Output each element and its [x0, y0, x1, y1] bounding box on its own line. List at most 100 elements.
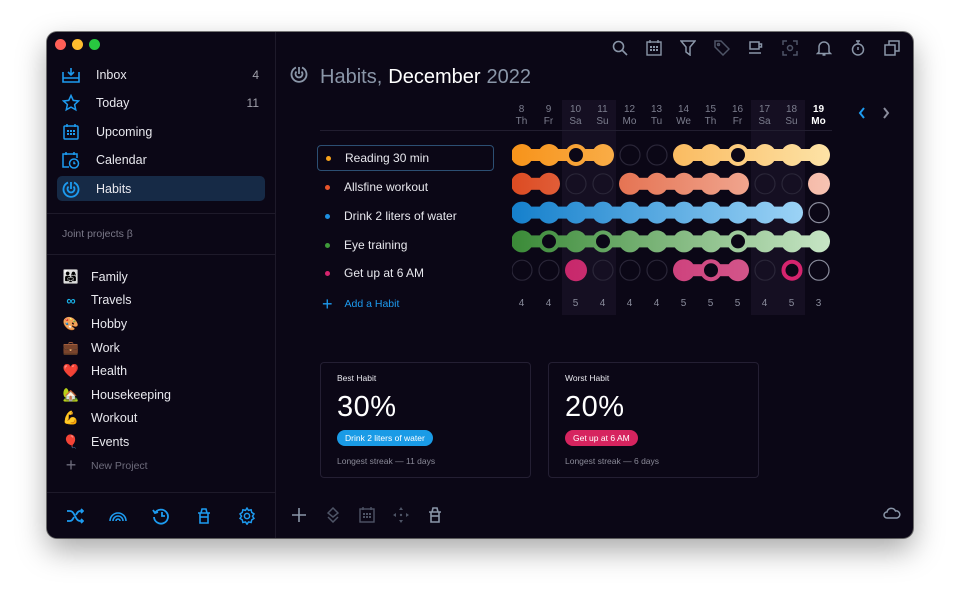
day-number: 18: [785, 104, 798, 115]
sidebar-nav: Inbox 4 Today 11 Upcoming Calen: [57, 62, 265, 205]
habit-row-water[interactable]: Drink 2 liters of water: [317, 203, 494, 229]
day-number: 13: [650, 104, 663, 115]
calendar-icon[interactable]: [356, 504, 378, 526]
project-travels[interactable]: ∞ Travels: [62, 289, 265, 313]
tag-icon[interactable]: [711, 38, 733, 58]
habit-color-dot: [325, 270, 330, 276]
best-habit-pill[interactable]: Drink 2 liters of water: [337, 430, 433, 446]
worst-habit-streak: Longest streak — 6 days: [565, 456, 660, 466]
habit-row-eye-training[interactable]: Eye training: [317, 232, 494, 258]
habit-chain-row[interactable]: [512, 230, 830, 253]
project-work[interactable]: 💼 Work: [62, 336, 265, 360]
day-column-header: 19 Mo: [805, 104, 832, 128]
cloud-icon[interactable]: [883, 506, 901, 524]
title-month[interactable]: December: [388, 65, 481, 88]
day-total: 5: [572, 298, 579, 309]
day-total: 4: [518, 298, 525, 309]
calendar-clock-icon: [62, 151, 80, 170]
filter-icon[interactable]: [677, 38, 699, 58]
habit-row-wake-up[interactable]: Get up at 6 AM: [317, 260, 494, 286]
copy-icon[interactable]: [881, 38, 903, 58]
habit-chain-row[interactable]: [512, 144, 830, 166]
muscle-icon: 💪: [62, 410, 80, 426]
sidebar-item-today[interactable]: Today 11: [57, 91, 265, 116]
sidebar: Inbox 4 Today 11 Upcoming Calen: [47, 32, 276, 538]
stopwatch-icon[interactable]: [847, 38, 869, 58]
project-events[interactable]: 🎈 Events: [62, 430, 265, 454]
project-label: Travels: [91, 293, 132, 308]
project-family[interactable]: 👨‍👩‍👧 Family: [62, 265, 265, 289]
day-number: 15: [704, 104, 717, 115]
project-health[interactable]: ❤️ Health: [62, 359, 265, 383]
sidebar-item-label: Calendar: [96, 153, 147, 168]
project-hobby[interactable]: 🎨 Hobby: [62, 312, 265, 336]
next-week-button[interactable]: [879, 106, 893, 120]
add-habit-label: Add a Habit: [344, 298, 400, 310]
family-icon: 👨‍👩‍👧: [62, 268, 80, 284]
add-habit-button[interactable]: + Add a Habit: [322, 295, 400, 313]
project-housekeeping[interactable]: 🏡 Housekeeping: [62, 383, 265, 407]
day-column-header: 11 Su: [589, 104, 616, 128]
inbox-count: 4: [252, 67, 259, 82]
day-of-week: Tu: [650, 116, 663, 127]
sidebar-item-calendar[interactable]: Calendar: [57, 148, 265, 173]
habit-tracker-grid[interactable]: [512, 144, 842, 294]
divider: [47, 254, 275, 255]
coffee-icon[interactable]: [745, 38, 767, 58]
add-icon[interactable]: [288, 504, 310, 526]
day-of-week: Fr: [732, 116, 743, 127]
close-window-button[interactable]: [55, 39, 66, 50]
sidebar-item-inbox[interactable]: Inbox 4: [57, 62, 265, 87]
day-total: 4: [545, 298, 552, 309]
day-number: 12: [623, 104, 636, 115]
section-label-joint-projects: Joint projects β: [62, 228, 133, 240]
history-icon[interactable]: [150, 505, 172, 527]
habit-row-workout[interactable]: Allsfine workout: [317, 174, 494, 200]
day-number: 8: [518, 104, 525, 115]
bell-icon[interactable]: [813, 38, 835, 58]
day-of-week: Su: [596, 116, 609, 127]
day-number: 16: [731, 104, 744, 115]
day-total: 4: [761, 298, 768, 309]
worst-habit-card: Worst Habit 20% Get up at 6 AM Longest s…: [548, 362, 759, 478]
move-icon[interactable]: [390, 504, 412, 526]
worst-habit-pill[interactable]: Get up at 6 AM: [565, 430, 638, 446]
page-title: Habits, December 2022: [290, 65, 531, 89]
prev-week-button[interactable]: [855, 106, 869, 120]
day-total: 4: [626, 298, 633, 309]
minimize-window-button[interactable]: [72, 39, 83, 50]
settings-icon[interactable]: [236, 505, 258, 527]
best-habit-streak: Longest streak — 11 days: [337, 456, 436, 466]
title-year[interactable]: 2022: [486, 65, 532, 88]
best-habit-card: Best Habit 30% Drink 2 liters of water L…: [320, 362, 531, 478]
day-number: 17: [758, 104, 771, 115]
project-workout[interactable]: 💪 Workout: [62, 407, 265, 431]
calendar-icon[interactable]: [643, 38, 665, 58]
trash-icon[interactable]: [193, 505, 215, 527]
card-label: Worst Habit: [565, 373, 610, 383]
habit-row-reading[interactable]: Reading 30 min: [317, 145, 494, 171]
search-icon[interactable]: [609, 38, 631, 58]
habit-chain-row[interactable]: [512, 201, 830, 224]
rainbow-icon[interactable]: [107, 505, 129, 527]
focus-icon[interactable]: [779, 38, 801, 58]
day-column-header: 13 Tu: [643, 104, 670, 128]
habit-chain-row[interactable]: [512, 172, 830, 195]
trash-icon[interactable]: [424, 504, 446, 526]
card-label: Best Habit: [337, 373, 377, 383]
habit-chain-row[interactable]: [512, 259, 830, 282]
layers-icon[interactable]: [322, 504, 344, 526]
infinity-icon: ∞: [66, 292, 76, 308]
sidebar-item-habits[interactable]: Habits: [57, 176, 265, 202]
day-column-header: 9 Fr: [535, 104, 562, 128]
project-label: Work: [91, 340, 120, 355]
project-label: Workout: [91, 411, 138, 426]
divider: [47, 213, 275, 214]
sidebar-bottom-toolbar: [47, 492, 275, 538]
zoom-window-button[interactable]: [89, 39, 100, 50]
new-project-button[interactable]: + New Project: [62, 454, 265, 478]
sidebar-item-upcoming[interactable]: Upcoming: [57, 119, 265, 144]
day-number: 9: [545, 104, 552, 115]
day-total: 5: [680, 298, 687, 309]
shuffle-icon[interactable]: [64, 505, 86, 527]
